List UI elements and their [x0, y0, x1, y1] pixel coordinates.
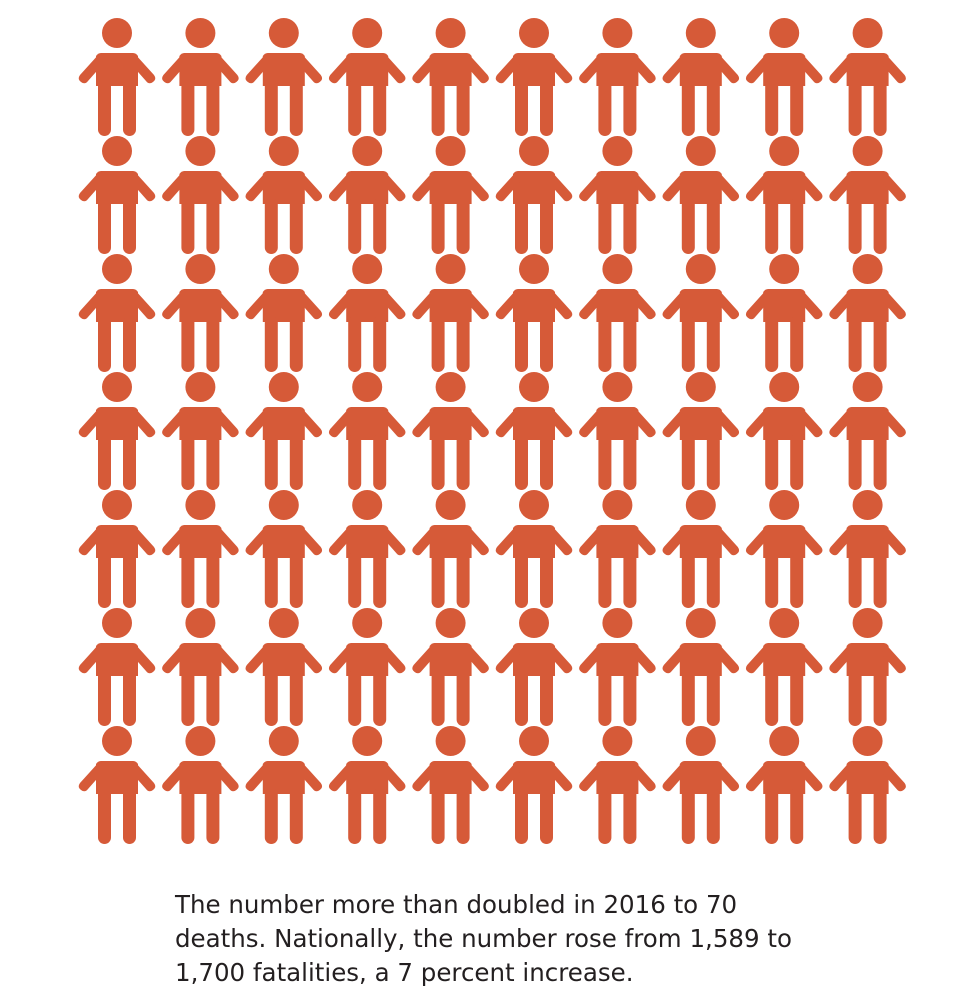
person-icon — [495, 254, 573, 372]
person-icon — [662, 372, 740, 490]
person-icon — [245, 18, 323, 136]
person-icon — [662, 18, 740, 136]
person-icon — [829, 254, 906, 372]
person-icon — [745, 18, 823, 136]
caption-line-1: The number more than doubled in 2016 to … — [175, 890, 738, 919]
person-icon — [78, 608, 156, 726]
person-icon — [328, 136, 406, 254]
person-icon — [495, 372, 573, 490]
person-icon — [162, 490, 239, 608]
person-icon — [662, 490, 740, 608]
person-icon — [829, 726, 906, 844]
person-icon — [78, 136, 156, 254]
person-icon — [495, 726, 573, 844]
person-icon — [412, 726, 489, 844]
person-icon — [745, 726, 823, 844]
person-icon — [495, 136, 573, 254]
person-icon — [328, 254, 406, 372]
person-icon — [829, 372, 906, 490]
person-icon — [662, 608, 740, 726]
person-icon — [78, 490, 156, 608]
person-icon — [328, 490, 406, 608]
person-icon — [78, 726, 156, 844]
person-icon — [745, 372, 823, 490]
person-icon — [328, 18, 406, 136]
person-icon — [78, 372, 156, 490]
person-icon — [328, 372, 406, 490]
person-icon — [412, 372, 489, 490]
person-icon — [245, 726, 323, 844]
person-icon — [245, 254, 323, 372]
person-icon — [495, 608, 573, 726]
person-icon — [245, 372, 323, 490]
person-icon — [412, 136, 489, 254]
person-icon — [162, 254, 239, 372]
person-icon — [579, 726, 656, 844]
person-icon — [412, 608, 489, 726]
person-icon — [662, 726, 740, 844]
person-icon — [245, 136, 323, 254]
caption-line-2: deaths. Nationally, the number rose from… — [175, 924, 792, 953]
person-icon — [662, 254, 740, 372]
person-icon — [579, 18, 656, 136]
person-icon — [579, 490, 656, 608]
person-icon — [412, 490, 489, 608]
person-icon — [495, 490, 573, 608]
person-icon — [662, 136, 740, 254]
person-icon — [579, 608, 656, 726]
person-icon — [745, 608, 823, 726]
person-icon — [78, 254, 156, 372]
person-icon — [78, 18, 156, 136]
person-icon — [328, 726, 406, 844]
caption-text: The number more than doubled in 2016 to … — [175, 888, 815, 990]
person-icon — [162, 18, 239, 136]
person-icon — [162, 372, 239, 490]
person-icon — [162, 136, 239, 254]
person-icon — [829, 136, 906, 254]
person-icon — [745, 490, 823, 608]
person-icon — [328, 608, 406, 726]
person-icon — [745, 136, 823, 254]
person-icon — [495, 18, 573, 136]
pictogram-chart — [78, 18, 906, 844]
person-icon — [829, 608, 906, 726]
person-icon — [745, 254, 823, 372]
person-icon — [245, 608, 323, 726]
person-icon — [162, 608, 239, 726]
caption-line-3: 1,700 fatalities, a 7 percent increase. — [175, 958, 634, 987]
person-icon — [245, 490, 323, 608]
person-icon — [579, 136, 656, 254]
person-icon — [412, 254, 489, 372]
person-icon — [579, 372, 656, 490]
person-icon — [829, 18, 906, 136]
person-icon — [412, 18, 489, 136]
person-icon — [162, 726, 239, 844]
person-icon — [829, 490, 906, 608]
person-icon — [579, 254, 656, 372]
